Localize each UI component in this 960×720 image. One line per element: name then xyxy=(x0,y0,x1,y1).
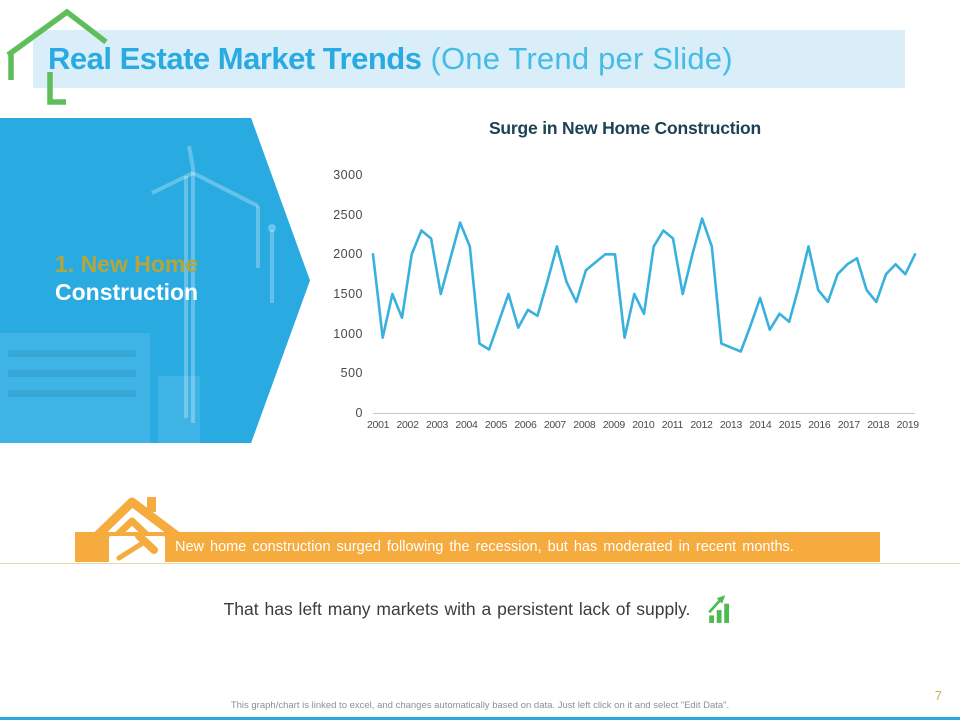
section-divider xyxy=(0,563,960,564)
x-tick-label: 2007 xyxy=(543,419,566,431)
chart-x-axis: 2001 2002 2003 2004 2005 2006 2007 2008 2009 2010… xyxy=(367,419,919,431)
x-tick-label: 2006 xyxy=(514,419,537,431)
house-logo-icon xyxy=(6,8,108,105)
x-tick-label: 2010 xyxy=(632,419,655,431)
page-title: Real Estate Market Trends xyxy=(48,41,422,76)
x-tick-label: 2016 xyxy=(808,419,831,431)
y-tick-label: 2500 xyxy=(333,207,363,222)
y-tick-label: 500 xyxy=(340,366,363,381)
recession-note-text: New home construction surged following t… xyxy=(175,539,794,555)
x-tick-label: 2019 xyxy=(896,419,919,431)
x-tick-label: 2004 xyxy=(455,419,478,431)
bottom-accent-strip xyxy=(0,717,960,720)
chart-body: 0 500 1000 1500 2000 2500 3000 xyxy=(333,168,917,420)
x-tick-label: 2009 xyxy=(602,419,625,431)
x-tick-label: 2008 xyxy=(573,419,596,431)
chart-y-axis: 0 500 1000 1500 2000 2500 3000 xyxy=(333,168,373,420)
y-tick-label: 2000 xyxy=(333,247,363,262)
trend-number-label: 1. New Home xyxy=(55,251,199,277)
growth-bars-arrow-icon xyxy=(708,595,730,623)
x-tick-label: 2013 xyxy=(719,419,743,431)
supply-note: That has left many markets with a persis… xyxy=(0,594,960,624)
footer-note: This graph/chart is linked to excel, and… xyxy=(230,700,730,711)
side-banner: 1. New Home Construction xyxy=(0,118,310,443)
chart-line-svg xyxy=(371,217,917,353)
construction-line-chart[interactable]: Surge in New Home Construction 0 500 1000 1… xyxy=(333,113,919,443)
x-tick-label: 2017 xyxy=(837,419,860,431)
house-hammer-icon xyxy=(93,497,180,566)
supply-note-text: That has left many markets with a persis… xyxy=(223,598,691,619)
y-tick-label: 3000 xyxy=(333,168,363,182)
y-tick-label: 1000 xyxy=(333,326,363,341)
construction-crane-graphic xyxy=(0,145,276,443)
x-tick-label: 2014 xyxy=(749,419,772,431)
x-tick-label: 2018 xyxy=(867,419,890,431)
x-tick-label: 2015 xyxy=(778,419,801,431)
recession-note-banner: New home construction surged following t… xyxy=(75,532,880,562)
trend-name-label: Construction xyxy=(55,279,199,305)
x-tick-label: 2011 xyxy=(661,419,684,431)
x-tick-label: 2001 xyxy=(367,419,390,431)
chart-title: Surge in New Home Construction xyxy=(488,118,762,138)
x-tick-label: 2002 xyxy=(396,419,419,431)
page-subtitle: (One Trend per Slide) xyxy=(430,41,733,76)
chart-plot[interactable] xyxy=(371,175,917,414)
x-tick-label: 2005 xyxy=(484,419,508,431)
x-tick-label: 2012 xyxy=(690,419,713,431)
page-number: 7 xyxy=(934,688,942,703)
y-tick-label: 1500 xyxy=(333,287,363,301)
side-banner-label: 1. New Home Construction xyxy=(55,250,198,306)
y-tick-label: 0 xyxy=(355,406,363,420)
header-band: Real Estate Market Trends (One Trend per… xyxy=(33,30,905,88)
x-tick-label: 2003 xyxy=(425,419,449,431)
